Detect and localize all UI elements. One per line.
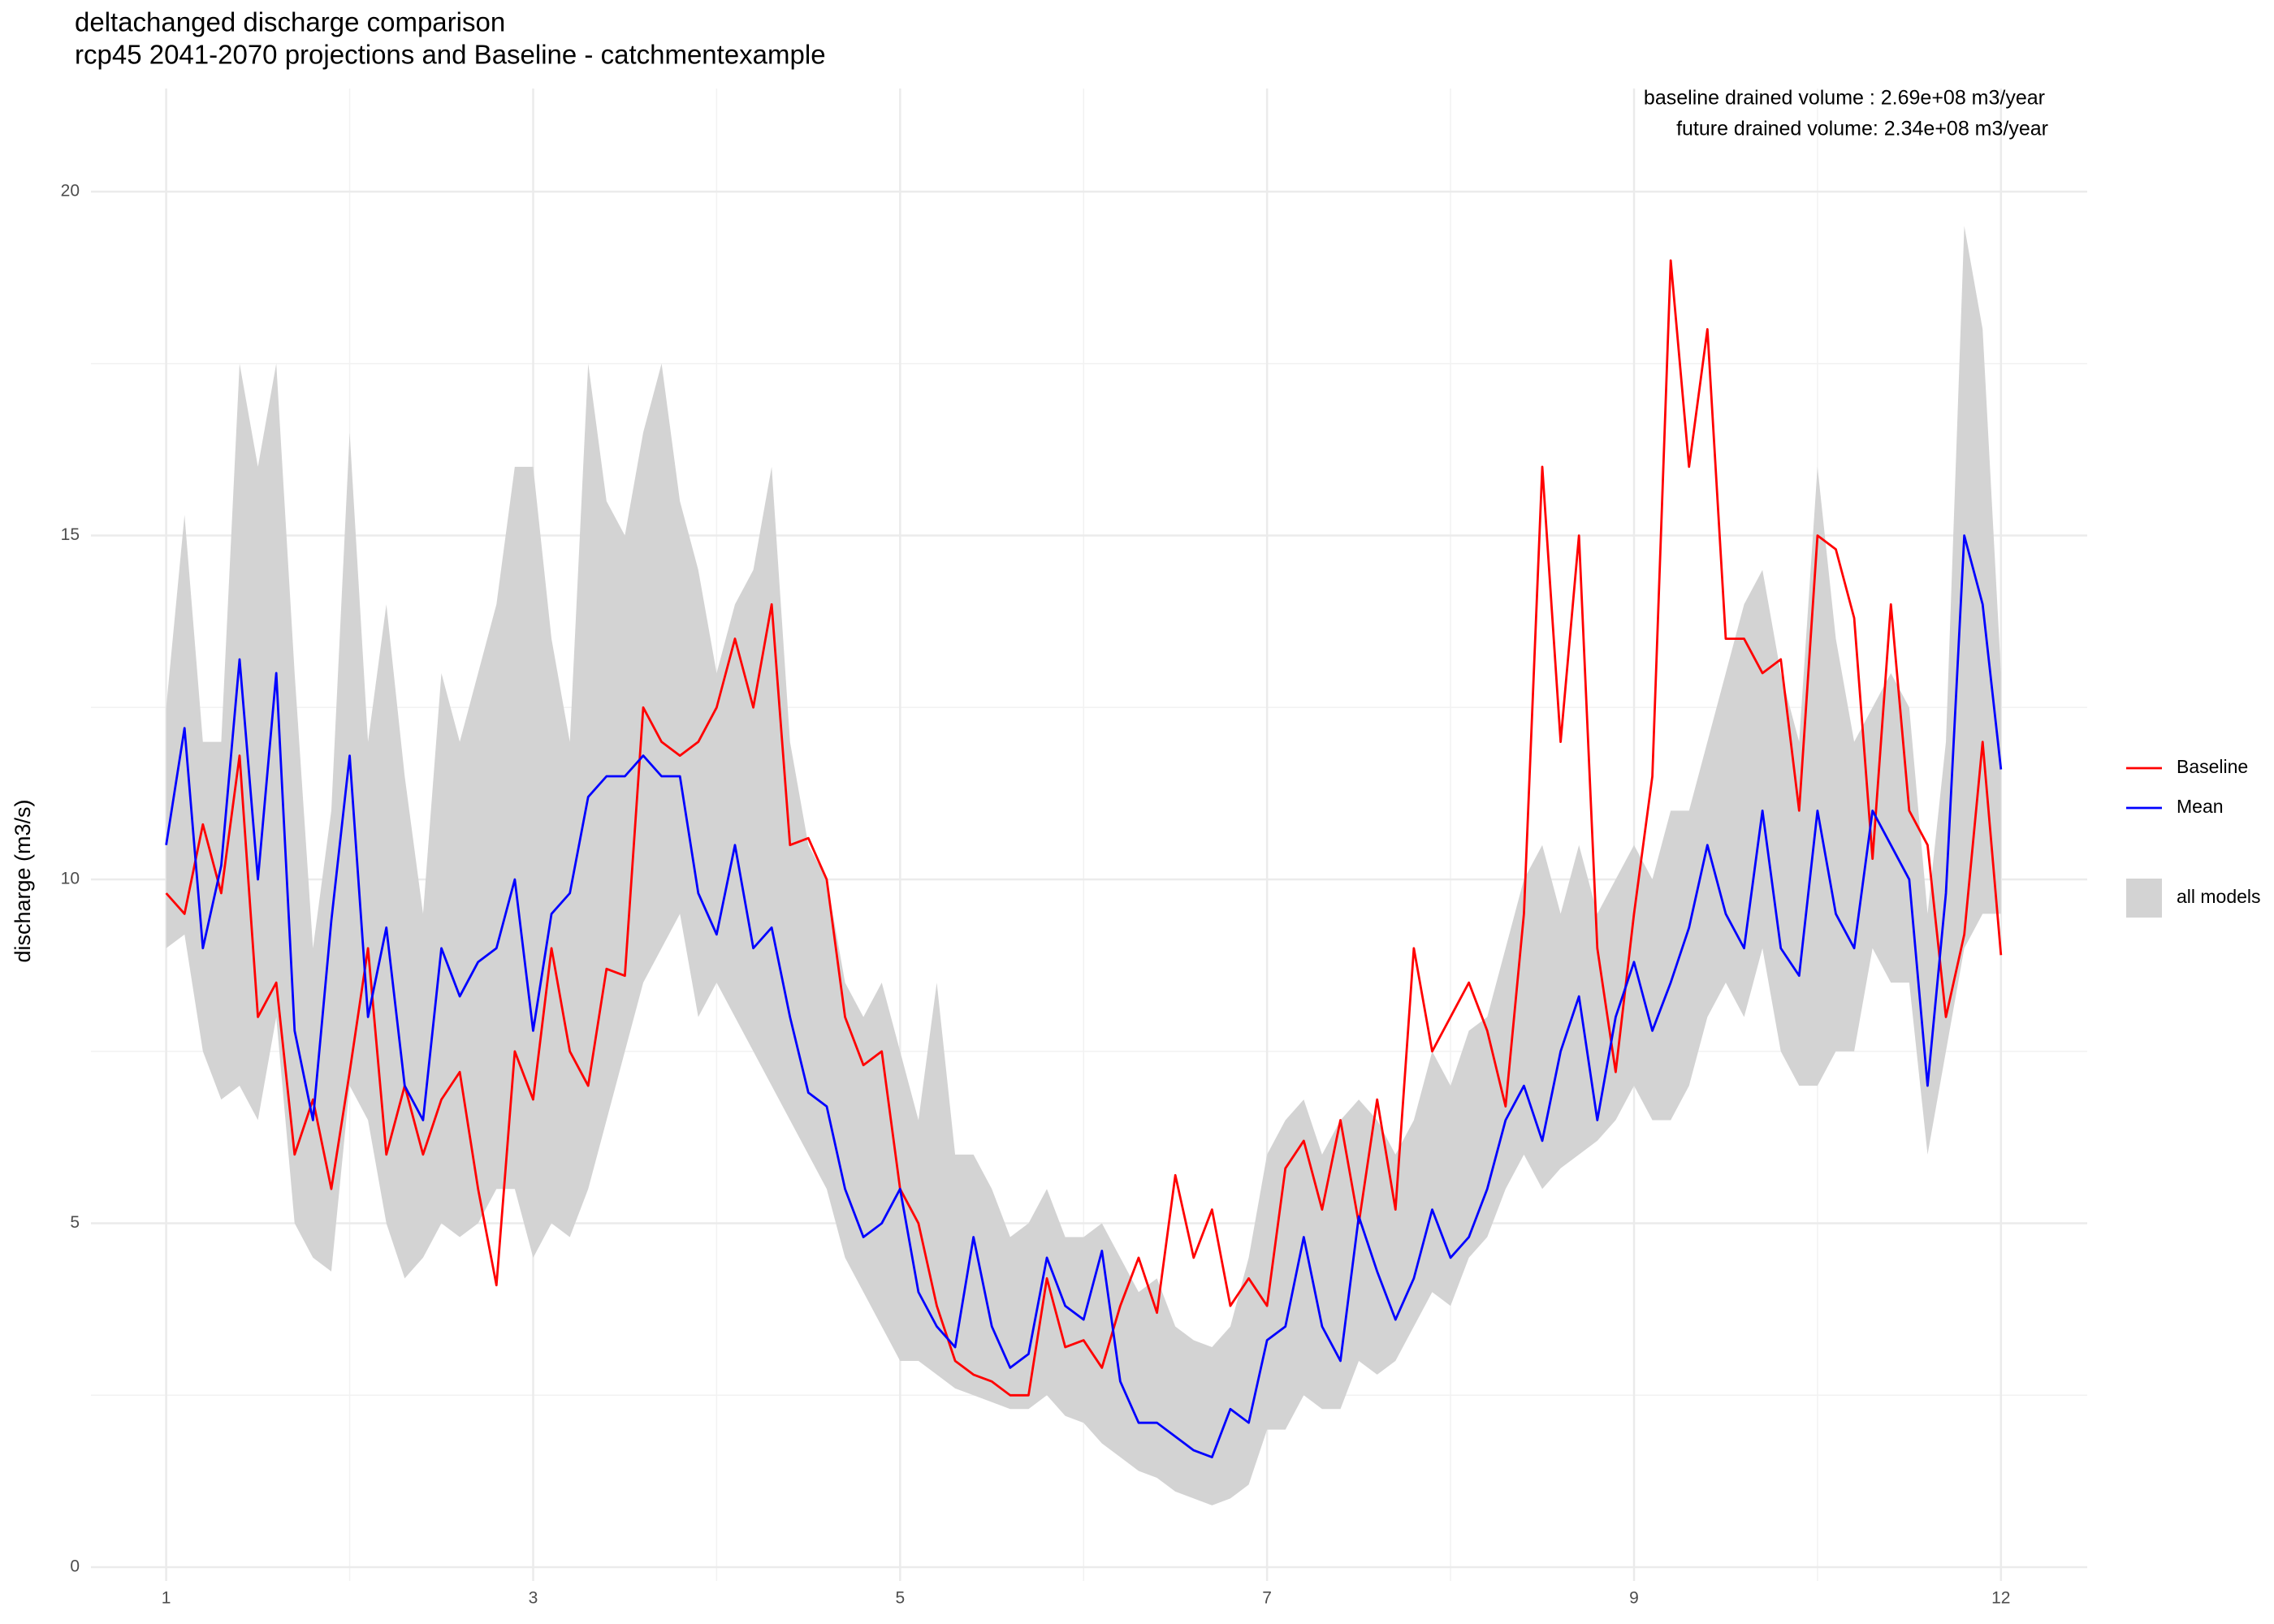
y-tick-label: 20 xyxy=(61,182,80,201)
y-tick-label: 10 xyxy=(61,870,80,888)
annotation: future drained volume: 2.34e+08 m3/year xyxy=(1676,118,2048,140)
series-line xyxy=(165,259,2003,1397)
y-axis-label: discharge (m3/s) xyxy=(11,799,35,962)
legend-label: all models xyxy=(2177,886,2261,907)
y-tick-label: 15 xyxy=(61,525,80,544)
y-tick-label: 0 xyxy=(70,1557,80,1576)
legend-label: Baseline xyxy=(2177,756,2248,777)
plot-area: 0 5 10 15 20 1 3 5 7 9 12 xyxy=(61,89,2087,1608)
x-tick-label: 5 xyxy=(895,1589,905,1608)
x-tick-label: 9 xyxy=(1629,1589,1639,1608)
chart-title: deltachanged discharge comparison xyxy=(75,7,505,37)
x-tick-label: 1 xyxy=(162,1589,171,1608)
x-tick-label: 12 xyxy=(1991,1589,2010,1608)
ribbon xyxy=(166,226,2001,1505)
series-line xyxy=(165,534,2003,1458)
x-tick-label: 7 xyxy=(1262,1589,1272,1608)
y-tick-label: 5 xyxy=(70,1213,80,1232)
annotation: baseline drained volume : 2.69e+08 m3/ye… xyxy=(1644,87,2045,110)
legend-label: Mean xyxy=(2177,796,2224,817)
legend-key xyxy=(2126,879,2162,918)
chart-subtitle: rcp45 2041-2070 projections and Baseline… xyxy=(75,40,826,70)
x-tick-label: 3 xyxy=(529,1589,538,1608)
